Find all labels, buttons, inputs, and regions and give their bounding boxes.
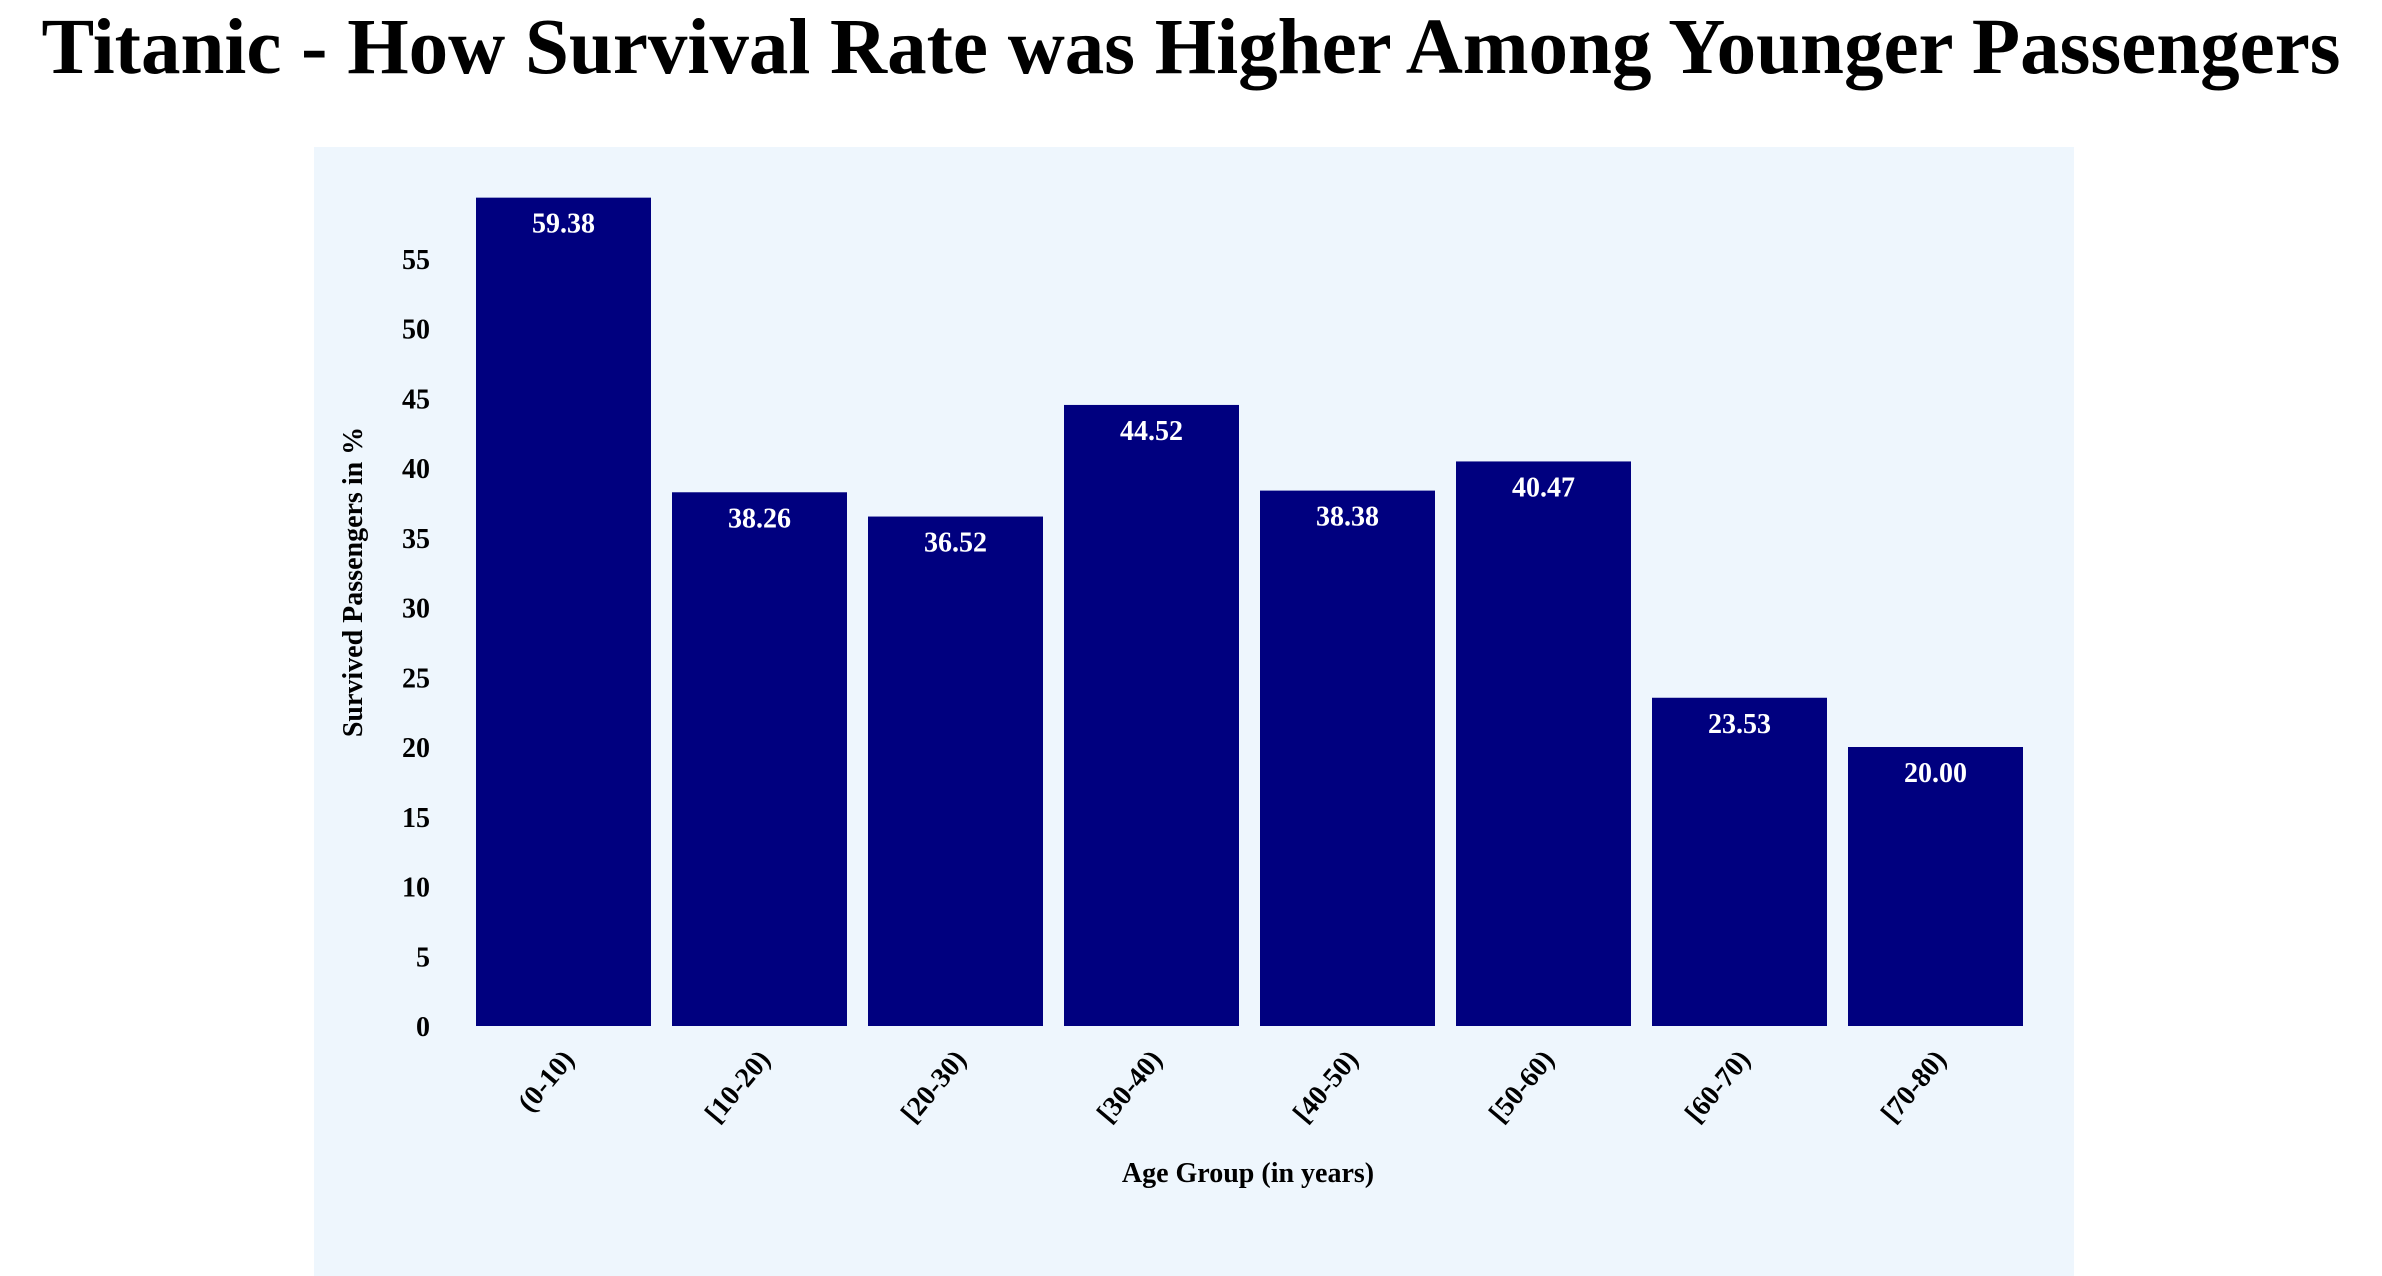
- y-tick-label: 45: [402, 384, 430, 415]
- x-tick-label: [70-80): [1875, 1045, 1953, 1129]
- bar-data-label: 36.52: [924, 528, 987, 559]
- x-tick-label: [20-30): [895, 1045, 973, 1129]
- y-tick-label: 15: [402, 803, 430, 834]
- y-tick-label: 50: [402, 315, 430, 346]
- bar: [1064, 404, 1239, 1026]
- bar: [1652, 697, 1827, 1026]
- y-tick-label: 35: [402, 524, 430, 555]
- bar-data-label: 23.53: [1708, 709, 1771, 740]
- chart-title: Titanic - How Survival Rate was Higher A…: [41, 4, 2341, 91]
- bar-data-label: 40.47: [1512, 472, 1575, 503]
- bar-data-label: 59.38: [532, 209, 595, 240]
- x-axis-ticks: (0-10) [10-20) [20-30) [30-40) [40-50) [50-60…: [512, 1045, 1953, 1129]
- bar-data-label: 38.38: [1316, 502, 1379, 533]
- y-tick-label: 25: [402, 663, 430, 694]
- bars: [476, 197, 2023, 1027]
- bar-data-label: 20.00: [1904, 758, 1967, 789]
- y-tick-label: 30: [402, 594, 430, 625]
- y-axis-ticks: 0 5 10 15 20 25 30 35 40 45 50 55: [402, 245, 430, 1043]
- y-tick-label: 10: [402, 873, 430, 904]
- x-tick-label: [60-70): [1679, 1045, 1757, 1129]
- y-tick-label: 20: [402, 733, 430, 764]
- bar: [1456, 461, 1631, 1027]
- x-tick-label: [10-20): [699, 1045, 777, 1129]
- x-tick-label: [40-50): [1287, 1045, 1365, 1129]
- bar-data-labels: 59.38 38.26 36.52 44.52 38.38 40.47 23.53 20.00: [532, 209, 1967, 789]
- bar: [868, 516, 1043, 1026]
- y-tick-label: 0: [416, 1012, 430, 1043]
- bar-data-label: 44.52: [1120, 416, 1183, 447]
- x-axis-title: Age Group (in years): [1122, 1158, 1374, 1189]
- y-axis-title: Survived Passengers in %: [338, 427, 369, 737]
- bar: [476, 197, 651, 1027]
- bar: [1260, 490, 1435, 1026]
- x-tick-label: [50-60): [1483, 1045, 1561, 1129]
- x-tick-label: (0-10): [512, 1045, 581, 1119]
- y-tick-label: 5: [416, 942, 430, 973]
- bar: [672, 492, 847, 1026]
- y-tick-label: 40: [402, 454, 430, 485]
- bar: [1848, 747, 2023, 1026]
- y-tick-label: 55: [402, 245, 430, 276]
- bar-data-label: 38.26: [728, 503, 791, 534]
- x-tick-label: [30-40): [1091, 1045, 1169, 1129]
